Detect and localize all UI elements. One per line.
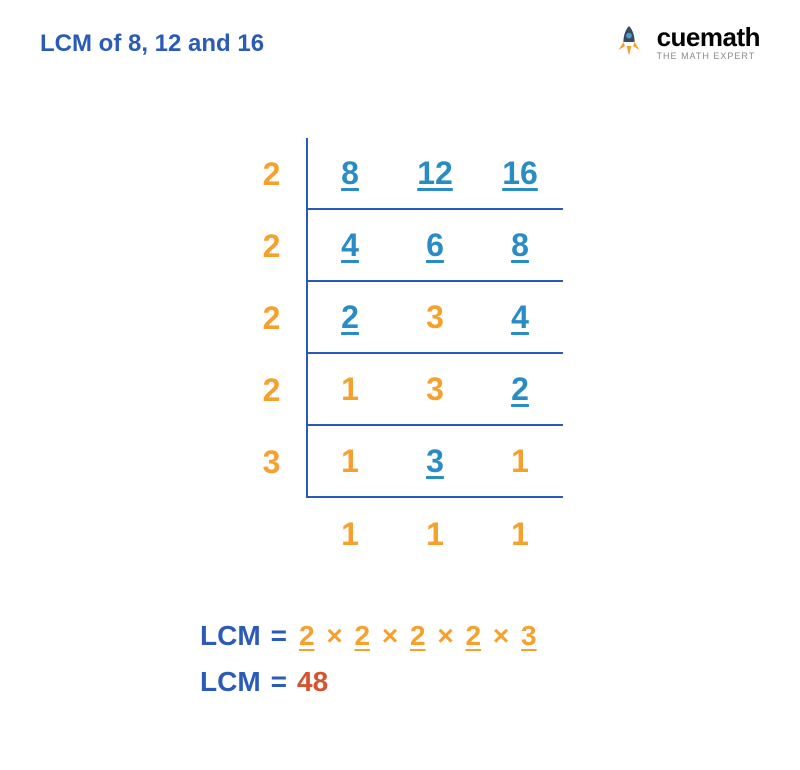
divisor-cell: 2	[238, 354, 308, 426]
quotient-cell: 3	[393, 299, 478, 336]
lcm-label: LCM	[200, 666, 261, 698]
logo-cue: cue	[657, 22, 700, 52]
lcm-division-table: 2812162468223421323131111	[238, 138, 563, 570]
lcm-factorization-line: LCM = 2 × 2 × 2 × 2 × 3	[200, 620, 760, 652]
lcm-factor-expression: 2 × 2 × 2 × 2 × 3	[297, 620, 539, 652]
quotient-cells: 111	[308, 498, 563, 570]
quotient-cells: 234	[308, 282, 563, 354]
lcm-result-value: 48	[297, 666, 328, 698]
logo-math: math	[700, 22, 760, 52]
quotient-cells: 131	[308, 426, 563, 498]
divisor-cell: 2	[238, 210, 308, 282]
quotient-cell: 16	[478, 155, 563, 192]
lcm-factor: 3	[521, 620, 537, 651]
multiply-sign: ×	[319, 620, 351, 651]
quotient-cell: 1	[308, 371, 393, 408]
divisor-cell: 3	[238, 426, 308, 498]
table-row: 3131	[238, 426, 563, 498]
quotient-cell: 1	[308, 443, 393, 480]
logo-tagline: THE MATH EXPERT	[657, 52, 760, 61]
lcm-factor: 2	[299, 620, 315, 651]
brand-logo: cuemath THE MATH EXPERT	[609, 22, 760, 62]
equals-sign: =	[271, 666, 287, 698]
quotient-cell: 4	[308, 227, 393, 264]
divisor-cell: 2	[238, 282, 308, 354]
lcm-factor: 2	[466, 620, 482, 651]
quotient-cell: 1	[478, 443, 563, 480]
quotient-cells: 132	[308, 354, 563, 426]
quotient-cell: 1	[478, 516, 563, 553]
quotient-cells: 468	[308, 210, 563, 282]
quotient-cell: 2	[308, 299, 393, 336]
quotient-cell: 8	[308, 155, 393, 192]
lcm-factor: 2	[410, 620, 426, 651]
table-row: 281216	[238, 138, 563, 210]
table-row: 2132	[238, 354, 563, 426]
quotient-cell: 1	[308, 516, 393, 553]
quotient-cell: 2	[478, 371, 563, 408]
quotient-cells: 81216	[308, 138, 563, 210]
equals-sign: =	[271, 620, 287, 652]
multiply-sign: ×	[485, 620, 517, 651]
divisor-cell	[238, 498, 308, 570]
lcm-factor: 2	[355, 620, 371, 651]
lcm-result-line: LCM = 48	[200, 666, 760, 698]
rocket-icon	[609, 22, 649, 62]
quotient-cell: 1	[393, 516, 478, 553]
lcm-result-block: LCM = 2 × 2 × 2 × 2 × 3 LCM = 48	[200, 620, 760, 698]
logo-text: cuemath THE MATH EXPERT	[657, 24, 760, 61]
quotient-cell: 3	[393, 371, 478, 408]
quotient-cell: 4	[478, 299, 563, 336]
quotient-cell: 3	[393, 443, 478, 480]
quotient-cell: 12	[393, 155, 478, 192]
multiply-sign: ×	[374, 620, 406, 651]
quotient-cell: 6	[393, 227, 478, 264]
table-row: 111	[238, 498, 563, 570]
multiply-sign: ×	[430, 620, 462, 651]
table-row: 2468	[238, 210, 563, 282]
lcm-label: LCM	[200, 620, 261, 652]
divisor-cell: 2	[238, 138, 308, 210]
quotient-cell: 8	[478, 227, 563, 264]
table-row: 2234	[238, 282, 563, 354]
